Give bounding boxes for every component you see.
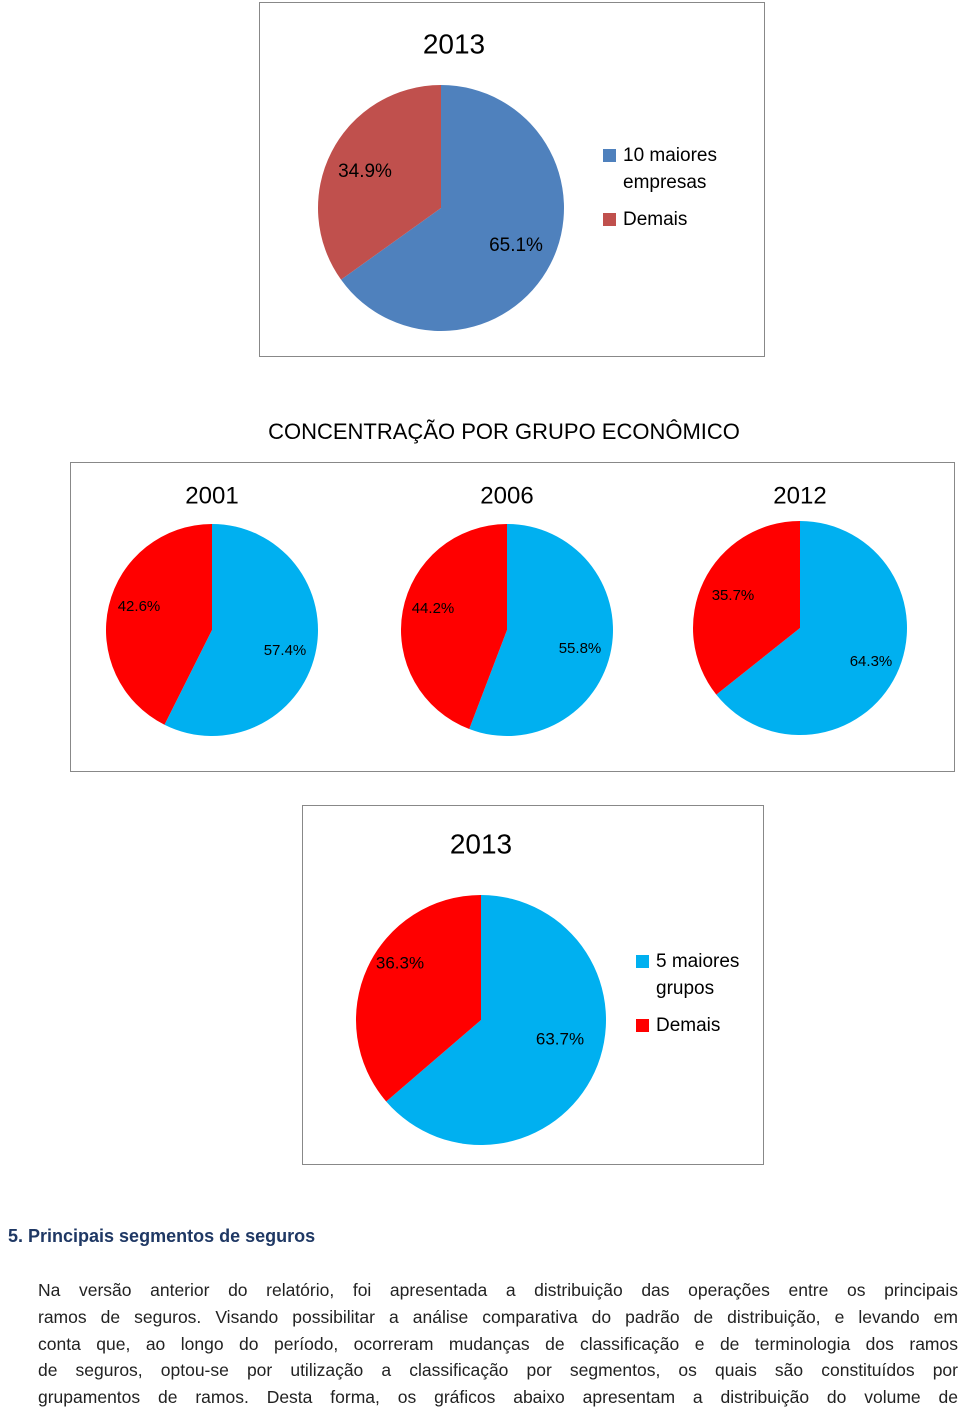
legend-label: Demais: [656, 1015, 721, 1036]
pie-slice: [355, 895, 481, 1102]
pie-slice: [469, 524, 613, 736]
legend-swatch: [603, 213, 616, 226]
value-label: 36.3%: [376, 953, 424, 972]
chart-title: 2013: [450, 828, 512, 859]
chart-title: 2012: [773, 482, 826, 509]
value-label: 42.6%: [118, 598, 161, 615]
legend-item: 5 maiores grupos: [636, 948, 756, 1002]
legend-label: 5 maiores grupos: [656, 951, 740, 999]
chart-title: 2013: [423, 28, 485, 59]
value-label: 65.1%: [489, 235, 543, 256]
section-heading: 5. Principais segmentos de seguros: [8, 1226, 316, 1246]
value-label: 63.7%: [536, 1029, 584, 1048]
value-label: 57.4%: [264, 642, 307, 659]
paragraph-line: grupamentos de ramos. Desta forma, os gr…: [38, 1387, 958, 1408]
chart-title: 2001: [185, 482, 238, 509]
pie-slice: [692, 521, 800, 695]
pie-slice: [105, 524, 212, 725]
pie-slice: [164, 524, 318, 736]
paragraph-line: conta que, ao longo do período, ocorrera…: [38, 1333, 958, 1354]
legend-swatch: [636, 1019, 649, 1032]
value-label: 34.9%: [338, 161, 392, 182]
legend-item: 10 maiores empresas: [603, 142, 733, 196]
paragraph: Na versão anterior do relatório, foi apr…: [38, 1280, 958, 1414]
value-label: 64.3%: [850, 653, 893, 670]
legend-item: Demais: [636, 1012, 756, 1039]
paragraph-line: ramos de seguros. Visando possibilitar a…: [38, 1306, 958, 1327]
pie-slice: [341, 85, 564, 332]
paragraph-line: de seguros, optou-se por utilização a cl…: [38, 1360, 958, 1381]
pie-slice: [400, 524, 507, 730]
value-label: 44.2%: [412, 600, 455, 617]
legend-swatch: [636, 955, 649, 968]
pie-slice: [716, 521, 907, 736]
legend-item: Demais: [603, 206, 733, 233]
group-title: CONCENTRAÇÃO POR GRUPO ECONÔMICO: [268, 419, 740, 444]
legend-label: 10 maiores empresas: [623, 145, 717, 193]
value-label: 35.7%: [712, 587, 755, 604]
legend-swatch: [603, 149, 616, 162]
paragraph-line: Na versão anterior do relatório, foi apr…: [38, 1280, 958, 1300]
legend-label: Demais: [623, 209, 688, 230]
pie-slice: [386, 895, 606, 1145]
chart-title: 2006: [480, 482, 533, 509]
pie-slice: [317, 85, 441, 280]
value-label: 55.8%: [559, 640, 602, 657]
